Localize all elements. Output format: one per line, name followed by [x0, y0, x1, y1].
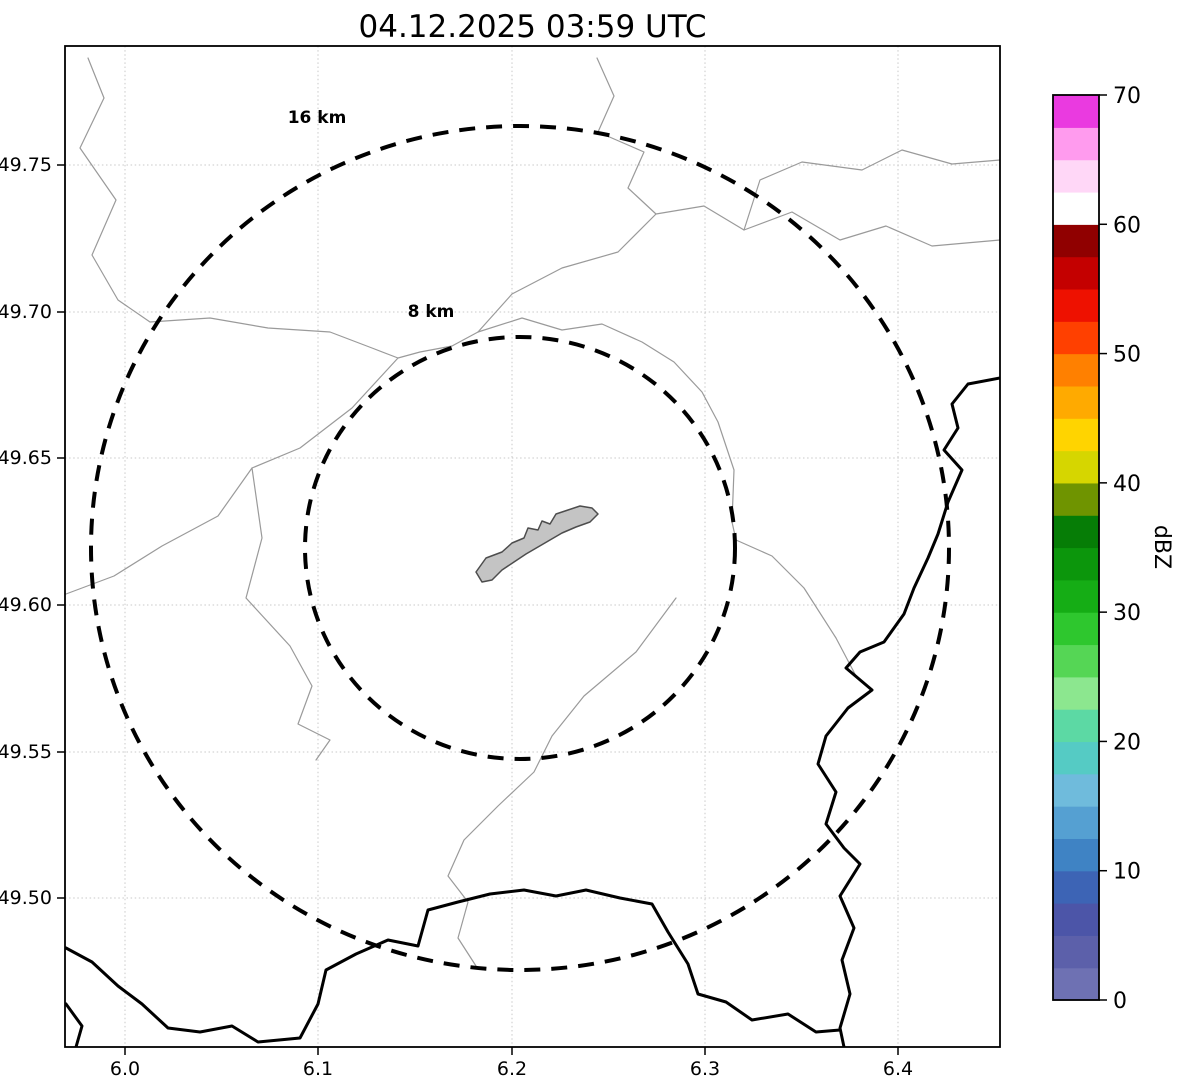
colorbar-segment [1053, 773, 1099, 807]
colorbar-segment [1053, 935, 1099, 969]
colorbar-segment [1053, 321, 1099, 355]
colorbar-axis-label: dBZ [1149, 525, 1174, 569]
colorbar-tick-label: 0 [1113, 989, 1127, 1014]
colorbar-segment [1053, 159, 1099, 193]
colorbar-segment [1053, 579, 1099, 613]
admin-border-line [477, 317, 737, 541]
colorbar-segment [1053, 482, 1099, 516]
range-ring-16km [89, 124, 951, 972]
country-border-line [65, 888, 842, 1044]
colorbar-segment [1053, 191, 1099, 225]
country-border-line [65, 1002, 84, 1047]
admin-border-line [735, 539, 857, 677]
y-tick-label: 49.55 [0, 741, 52, 763]
colorbar-segment [1053, 450, 1099, 484]
colorbar-segment [1053, 741, 1099, 775]
admin-border-line [477, 57, 657, 333]
country-border-line [816, 376, 1000, 1047]
airport-area [475, 505, 599, 583]
colorbar-segment [1053, 644, 1099, 678]
admin-border-line [79, 57, 479, 359]
colorbar-segment [1053, 95, 1099, 128]
colorbar-segment [1053, 903, 1099, 936]
colorbar-segment [1053, 288, 1099, 322]
colorbar-segment [1053, 676, 1099, 710]
y-tick-label: 49.50 [0, 887, 52, 909]
range-ring-8km [303, 335, 737, 761]
colorbar-segment [1053, 515, 1099, 549]
colorbar-segment [1053, 418, 1099, 452]
y-tick-label: 49.65 [0, 447, 52, 469]
colorbar-segment [1053, 870, 1099, 904]
airport-polygon [475, 505, 599, 583]
axes-frame [64, 45, 1001, 1048]
colorbar-tick-label: 50 [1113, 343, 1141, 368]
admin-border-line [743, 149, 1000, 231]
y-tick-label: 49.70 [0, 301, 52, 323]
country-borders [65, 376, 1000, 1047]
x-tick-label: 6.3 [690, 1058, 720, 1080]
range-rings [89, 124, 951, 972]
colorbar-segment [1053, 967, 1099, 1001]
x-tick-label: 6.0 [110, 1058, 140, 1080]
colorbar: 0 10 20 30 40 50 60 70 [1052, 84, 1141, 1014]
colorbar-segment [1053, 353, 1099, 387]
colorbar-tick-label: 20 [1113, 730, 1141, 755]
range-ring-16km-label: 16 km [288, 108, 347, 128]
colorbar-segment [1053, 709, 1099, 743]
colorbar-segment [1053, 838, 1099, 872]
x-tick-label: 6.2 [497, 1058, 527, 1080]
colorbar-segment [1053, 547, 1099, 581]
admin-border-line [447, 597, 677, 967]
colorbar-tick-label: 10 [1113, 860, 1141, 885]
colorbar-tick-label: 70 [1113, 84, 1141, 109]
colorbar-tick-label: 30 [1113, 601, 1141, 626]
colorbar-segment [1053, 612, 1099, 646]
colorbar-segment [1053, 127, 1099, 161]
colorbar-tick-label: 60 [1113, 213, 1141, 238]
colorbar-segment [1053, 385, 1099, 419]
x-tick-label: 6.4 [883, 1058, 913, 1080]
admin-borders [65, 57, 1000, 967]
figure-title: 04.12.2025 03:59 UTC [359, 9, 707, 45]
admin-border-line [655, 205, 1000, 247]
colorbar-segment [1053, 806, 1099, 839]
axis-tick-labels: 6.0 6.1 6.2 6.3 6.4 49.75 49.70 49.65 49.60 49.55… [0, 154, 913, 1080]
admin-border-line [245, 467, 331, 761]
colorbar-tick-label: 40 [1113, 472, 1141, 497]
x-tick-label: 6.1 [303, 1058, 333, 1080]
range-ring-8km-label: 8 km [408, 302, 455, 322]
y-tick-label: 49.75 [0, 154, 52, 176]
admin-border-line [65, 357, 399, 595]
y-tick-label: 49.60 [0, 594, 52, 616]
colorbar-segment [1053, 224, 1099, 258]
colorbar-segment [1053, 256, 1099, 290]
